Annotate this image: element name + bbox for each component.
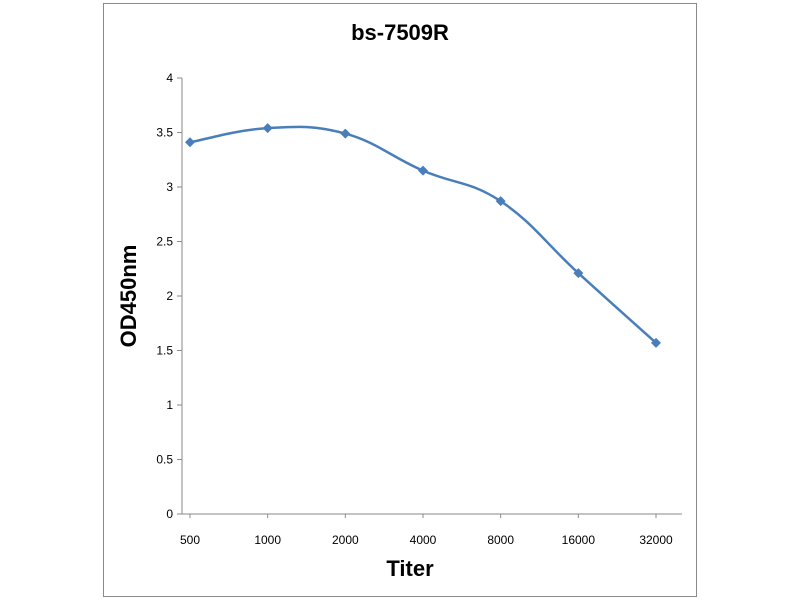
x-tick-label: 32000 (639, 533, 673, 547)
x-axis-title: Titer (386, 556, 434, 581)
y-tick-label: 3 (166, 180, 173, 194)
data-point-marker (340, 128, 351, 139)
y-tick-label: 1.5 (156, 344, 173, 358)
chart-title: bs-7509R (351, 20, 449, 45)
y-tick-label: 2 (166, 289, 173, 303)
data-point-marker (651, 337, 661, 348)
y-tick-label: 0.5 (156, 453, 173, 467)
x-tick-label: 2000 (332, 533, 359, 547)
x-tick-label: 16000 (562, 533, 596, 547)
x-tick-label: 8000 (487, 533, 514, 547)
y-tick-label: 1 (166, 398, 173, 412)
x-tick-group: 500 1000 2000 4000 8000 16000 32000 (180, 514, 673, 547)
y-tick-group: 0 0.5 1 1.5 2 2.5 3 3.5 4 (156, 71, 182, 521)
marker-group (185, 123, 661, 348)
data-point-marker (495, 196, 506, 207)
series-line (189, 125, 657, 344)
y-axis-title: OD450nm (116, 245, 141, 348)
data-point-marker (573, 268, 584, 279)
y-tick-label: 4 (166, 71, 173, 85)
x-tick-label: 4000 (410, 533, 437, 547)
x-tick-label: 1000 (254, 533, 281, 547)
data-point-marker (185, 137, 195, 148)
y-tick-label: 3.5 (156, 126, 173, 140)
y-tick-label: 0 (166, 507, 173, 521)
y-tick-label: 2.5 (156, 235, 173, 249)
data-point-marker (262, 123, 273, 134)
data-point-marker (418, 165, 428, 176)
x-tick-label: 500 (180, 533, 200, 547)
chart-frame (103, 3, 697, 597)
